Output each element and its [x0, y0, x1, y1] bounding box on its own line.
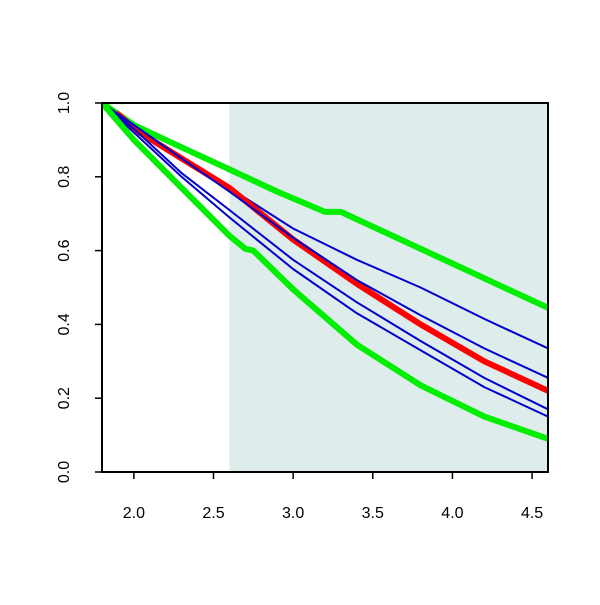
- series-line-blue-5: [102, 103, 548, 411]
- y-tick-label: 0.2: [56, 387, 73, 409]
- y-tick-label: 0.8: [56, 166, 73, 188]
- x-tick-label: 2.0: [123, 505, 145, 522]
- series-line-green-1: [102, 103, 548, 311]
- x-axis: 2.0 2.5 3.0 3.5 4.0 4.5: [123, 472, 543, 522]
- y-tick-label: 0.4: [56, 313, 73, 335]
- plot-frame: [101, 102, 549, 473]
- x-tick-label: 4.5: [521, 505, 543, 522]
- x-tick-label: 3.0: [282, 505, 304, 522]
- series-line-red-3: [114, 111, 548, 394]
- series-line-blue-6: [102, 103, 548, 418]
- y-tick-label: 0.6: [56, 239, 73, 261]
- series-line-green-7: [102, 103, 548, 442]
- y-axis: 0.0 0.2 0.4 0.6 0.8 1.0: [56, 92, 102, 483]
- y-tick-label: 1.0: [56, 92, 73, 114]
- x-tick-label: 2.5: [202, 505, 224, 522]
- shaded-region: [229, 103, 548, 472]
- series-group: [102, 103, 548, 442]
- y-tick-label: 0.0: [56, 461, 73, 483]
- x-tick-label: 3.5: [362, 505, 384, 522]
- x-tick-label: 4.0: [441, 505, 463, 522]
- series-line-blue-4: [102, 103, 548, 379]
